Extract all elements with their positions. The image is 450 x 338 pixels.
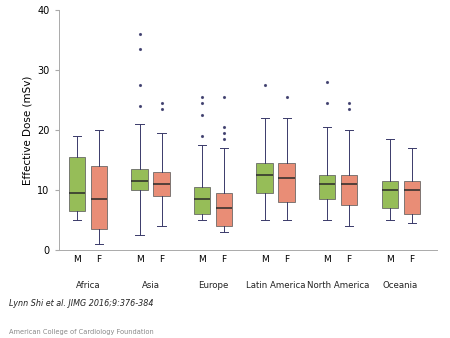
PathPatch shape xyxy=(216,193,232,226)
PathPatch shape xyxy=(404,181,420,214)
PathPatch shape xyxy=(153,172,170,196)
Text: Oceania: Oceania xyxy=(383,281,418,290)
Text: Africa: Africa xyxy=(76,281,100,290)
PathPatch shape xyxy=(194,187,210,214)
PathPatch shape xyxy=(131,169,148,190)
Text: American College of Cardiology Foundation: American College of Cardiology Foundatio… xyxy=(9,329,154,335)
Text: Latin America: Latin America xyxy=(246,281,306,290)
Text: Asia: Asia xyxy=(142,281,160,290)
PathPatch shape xyxy=(69,157,85,211)
Text: North America: North America xyxy=(307,281,369,290)
PathPatch shape xyxy=(382,181,398,208)
Text: Lynn Shi et al. JIMG 2016;9:376-384: Lynn Shi et al. JIMG 2016;9:376-384 xyxy=(9,299,153,308)
PathPatch shape xyxy=(91,166,107,229)
PathPatch shape xyxy=(319,175,335,199)
Y-axis label: Effective Dose (mSv): Effective Dose (mSv) xyxy=(23,75,33,185)
PathPatch shape xyxy=(341,175,357,205)
PathPatch shape xyxy=(256,163,273,193)
Text: Europe: Europe xyxy=(198,281,228,290)
PathPatch shape xyxy=(279,163,295,202)
